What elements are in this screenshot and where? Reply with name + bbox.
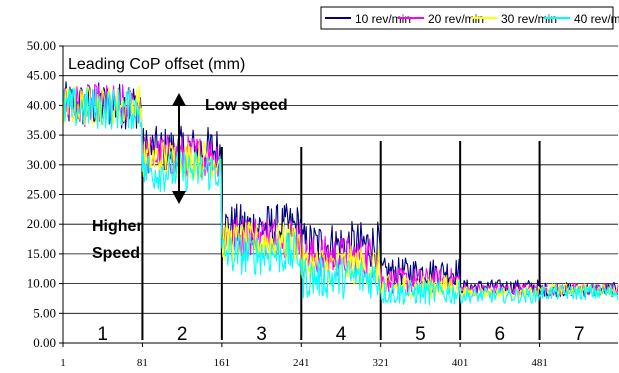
double-arrow-icon — [172, 93, 186, 204]
higher-speed-annotation-line1: Higher — [92, 218, 143, 235]
x-tick-label: 81 — [137, 357, 148, 369]
y-tick-label: 45.00 — [27, 68, 56, 83]
x-tick-label: 401 — [452, 357, 469, 369]
y-tick-label: 25.00 — [27, 187, 56, 202]
x-tick-label: 1 — [60, 357, 66, 369]
legend-label-40: 40 rev/min — [574, 12, 619, 26]
low-speed-annotation: Low speed — [205, 97, 288, 114]
series-lines — [62, 81, 619, 306]
legend-label-30: 30 rev/min — [501, 12, 557, 26]
x-tick-label: 481 — [531, 357, 548, 369]
legend-label-20: 20 rev/min — [428, 12, 484, 26]
y-tick-label: 20.00 — [27, 216, 56, 231]
series-line-40-rev-min — [62, 87, 619, 306]
phase-label: 3 — [256, 324, 267, 345]
x-tick-label: 161 — [214, 357, 231, 369]
y-tick-label: 0.00 — [33, 335, 56, 350]
y-tick-label: 35.00 — [27, 127, 56, 142]
phase-label: 4 — [336, 324, 347, 345]
phase-label: 2 — [177, 324, 188, 345]
x-tick-label: 241 — [293, 357, 310, 369]
phase-label: 1 — [97, 324, 108, 345]
legend: 10 rev/min 20 rev/min 30 rev/min 40 rev/… — [320, 6, 619, 30]
chart-title: Leading CoP offset (mm) — [68, 56, 245, 73]
series-line-20-rev-min — [62, 83, 619, 297]
phase-label: 5 — [415, 324, 426, 345]
tick-labels: 0.00 5.00 10.00 15.00 20.00 25.00 30.00 35.00 40… — [27, 38, 548, 369]
y-tick-label: 5.00 — [33, 305, 56, 320]
x-tick-label: 321 — [372, 357, 389, 369]
y-tick-label: 30.00 — [27, 157, 56, 172]
legend-frame — [320, 6, 614, 30]
y-tick-label: 40.00 — [27, 97, 56, 112]
phase-label: 7 — [574, 324, 585, 345]
axes — [59, 45, 618, 347]
phase-label: 6 — [495, 324, 506, 345]
series-line-30-rev-min — [62, 85, 619, 300]
y-tick-label: 15.00 — [27, 246, 56, 261]
y-tick-label: 50.00 — [27, 38, 56, 53]
phase-labels: 1 2 3 4 5 6 7 — [97, 324, 584, 345]
y-tick-label: 10.00 — [27, 276, 56, 291]
higher-speed-annotation-line2: Speed — [92, 245, 140, 262]
legend-label-10: 10 rev/min — [355, 12, 411, 26]
